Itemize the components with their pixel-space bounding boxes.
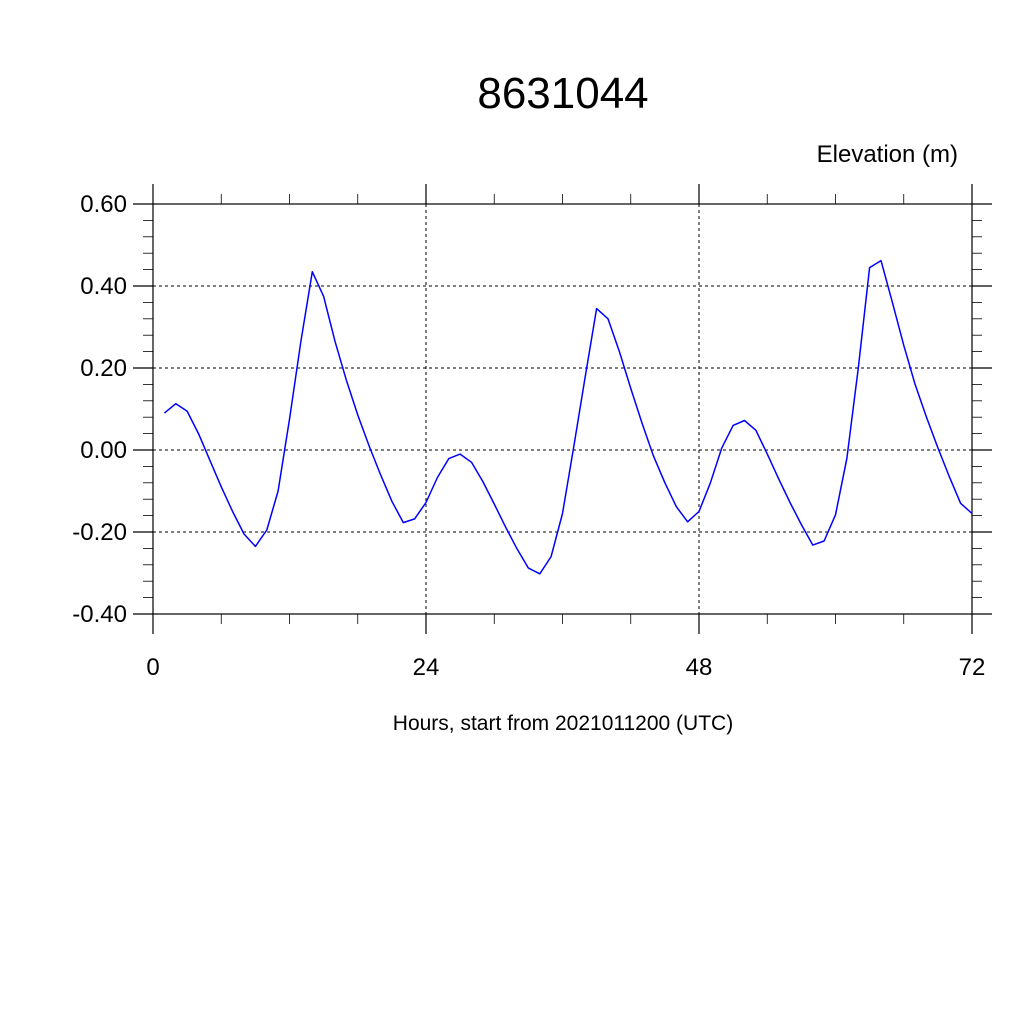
series-layer [163, 259, 973, 575]
y-tick-label: 0.60 [80, 191, 127, 218]
axis-ticks [133, 184, 992, 634]
tick-labels: -0.40 -0.20 0.00 0.20 0.40 0.60 0 24 48 72 [72, 191, 985, 681]
chart-title: 8631044 [477, 69, 648, 118]
x-axis-label: Hours, start from 2021011200 (UTC) [393, 712, 733, 735]
y-axis-label: Elevation (m) [817, 141, 958, 168]
y-tick-label: 0.20 [80, 355, 127, 382]
y-tick-label: 0.00 [80, 437, 127, 464]
y-tick-label: -0.20 [72, 519, 127, 546]
series-line [163, 259, 973, 575]
y-tick-label: -0.40 [72, 601, 127, 628]
x-tick-label: 0 [146, 654, 159, 681]
y-tick-label: 0.40 [80, 273, 127, 300]
x-tick-label: 24 [413, 654, 440, 681]
x-tick-label: 72 [959, 654, 986, 681]
x-tick-label: 48 [686, 654, 713, 681]
